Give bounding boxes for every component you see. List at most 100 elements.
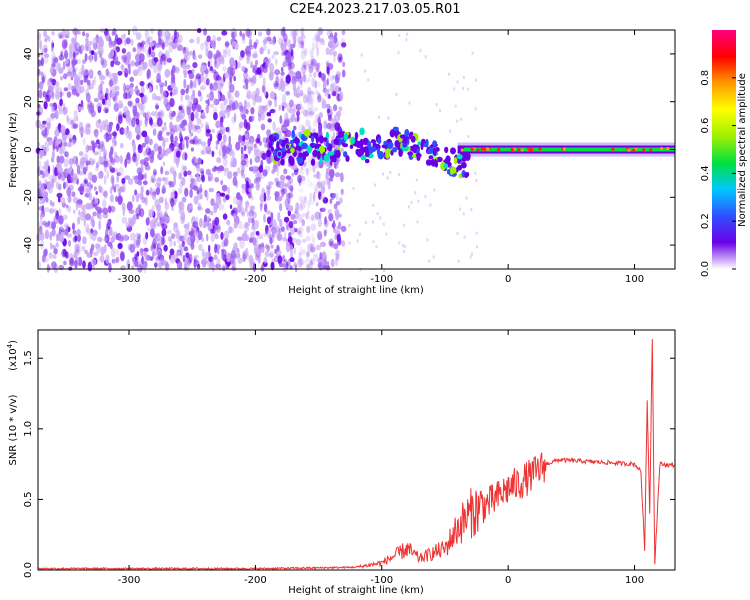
spectrogram-noise-cell xyxy=(82,260,86,269)
spectrogram-noise-cell xyxy=(209,133,213,142)
spectrogram-noise-cell xyxy=(302,60,309,70)
spectrogram-noise-cell xyxy=(100,246,105,256)
spectrogram-noise-cell xyxy=(114,155,120,163)
spectrogram-noise-cell xyxy=(336,233,341,243)
spectrogram-noise-cell xyxy=(160,166,164,175)
spectrogram-noise-cell xyxy=(165,260,169,269)
spectrogram-noise-cell xyxy=(262,66,268,74)
spectrogram-noise-cell xyxy=(244,247,249,257)
spectrogram-noise-cell xyxy=(257,31,263,37)
spectrogram-noise-cell xyxy=(42,173,45,179)
spectrogram-noise-cell xyxy=(265,61,270,68)
spectrogram-noise-cell xyxy=(43,101,48,110)
spectrogram-noise-cell xyxy=(316,171,321,180)
spectrogram-noise-cell xyxy=(278,180,285,189)
spectrogram-noise-cell xyxy=(88,181,92,187)
spectrogram-noise-cell xyxy=(64,228,69,236)
spectrogram-noise-cell xyxy=(232,176,238,187)
spectrogram-noise-cell xyxy=(134,253,138,261)
spectrogram-noise-cell xyxy=(92,159,96,164)
spectrogram-noise-cell xyxy=(254,43,257,50)
spectrogram-noise-cell xyxy=(55,242,59,248)
spectrogram-noise-cell xyxy=(269,91,276,100)
spectrogram-noise-cell xyxy=(397,51,400,55)
spectrogram-noise-cell xyxy=(149,187,153,196)
spectrogram-noise-cell xyxy=(102,213,109,219)
spectrogram-noise-cell xyxy=(201,248,205,258)
spectrogram-noise-cell xyxy=(179,243,183,249)
spectrogram-noise-cell xyxy=(102,207,109,215)
signal-blob xyxy=(453,157,458,165)
spectrogram-noise-cell xyxy=(66,187,72,197)
spectrogram-noise-cell xyxy=(200,150,205,155)
spectrogram-noise-cell xyxy=(170,112,175,118)
spectrogram-noise-cell xyxy=(314,80,317,89)
spectrogram-noise-cell xyxy=(341,69,346,78)
spectrogram-noise-cell xyxy=(148,209,154,218)
spectrogram-noise-cell xyxy=(155,187,160,196)
spectrogram-noise-cell xyxy=(43,147,50,152)
signal-band-center xyxy=(463,147,675,152)
spectrogram-noise-cell xyxy=(164,216,170,222)
spectrogram-noise-cell xyxy=(260,123,266,131)
spectrogram-noise-cell xyxy=(62,73,68,80)
spectrogram-noise-cell xyxy=(284,230,287,239)
signal-blob xyxy=(277,151,282,157)
spectrogram-noise-cell xyxy=(68,51,73,60)
spectrogram-noise-cell xyxy=(128,68,131,75)
spectrogram-noise-cell xyxy=(314,160,321,169)
spectrogram-noise-cell xyxy=(208,187,215,193)
spectrogram-noise-cell xyxy=(255,39,259,45)
spectrogram-noise-cell xyxy=(220,110,226,116)
spectrogram-noise-cell xyxy=(309,111,315,116)
spectrogram-noise-cell xyxy=(116,90,120,96)
spectrogram-y-tick-label: 20 xyxy=(23,95,34,108)
spectrogram-noise-cell xyxy=(163,122,167,127)
spectrogram-noise-cell xyxy=(81,245,86,252)
spectrogram-noise-cell xyxy=(299,104,303,109)
spectrogram-noise-cell xyxy=(274,101,278,108)
spectrogram-noise-cell xyxy=(415,178,418,182)
signal-blob xyxy=(394,140,400,148)
spectrogram-noise-cell xyxy=(332,50,337,57)
spectrogram-noise-cell xyxy=(206,190,209,201)
spectrogram-noise-cell xyxy=(178,201,183,210)
spectrogram-noise-cell xyxy=(306,225,311,234)
spectrogram-noise-cell xyxy=(163,125,168,131)
signal-blob xyxy=(306,145,312,154)
spectrogram-noise-cell xyxy=(291,164,298,170)
spectrogram-noise-cell xyxy=(295,103,302,111)
spectrogram-noise-cell xyxy=(307,111,311,118)
spectrogram-noise-cell xyxy=(372,240,375,244)
spectrogram-y-tick-label: 40 xyxy=(23,48,34,61)
spectrogram-noise-cell xyxy=(131,216,136,225)
spectrogram-noise-cell xyxy=(209,82,214,91)
spectrogram-noise-cell xyxy=(218,93,221,100)
spectrogram-noise-cell xyxy=(246,55,251,61)
spectrogram-noise-cell xyxy=(302,94,309,104)
spectrogram-noise-cell xyxy=(190,228,194,238)
spectrogram-noise-cell xyxy=(45,196,49,203)
spectrogram-noise-cell xyxy=(312,120,318,127)
spectrogram-noise-cell xyxy=(51,150,55,159)
spectrogram-noise-cell xyxy=(305,236,311,242)
spectrogram-noise-cell xyxy=(153,243,157,250)
signal-blob xyxy=(333,138,339,145)
spectrogram-noise-cell xyxy=(185,252,190,259)
spectrogram-noise-cell xyxy=(193,156,198,163)
spectrogram-noise-cell xyxy=(429,203,432,207)
spectrogram-noise-cell xyxy=(211,150,215,157)
spectrogram-noise-cell xyxy=(98,71,103,78)
spectrogram-noise-cell xyxy=(155,104,160,110)
spectrogram-noise-cell xyxy=(161,42,165,50)
spectrogram-noise-cell xyxy=(123,234,129,242)
spectrogram-noise-cell xyxy=(339,91,344,101)
spectrogram-noise-cell xyxy=(85,213,91,221)
spectrogram-noise-cell xyxy=(326,77,330,87)
spectrogram-noise-cell xyxy=(157,251,161,260)
spectrogram-noise-cell xyxy=(310,260,313,266)
spectrogram-noise-cell xyxy=(192,156,197,166)
spectrogram-noise-cell xyxy=(84,226,89,233)
spectrogram-noise-cell xyxy=(320,194,326,201)
spectrogram-noise-cell xyxy=(56,146,59,153)
